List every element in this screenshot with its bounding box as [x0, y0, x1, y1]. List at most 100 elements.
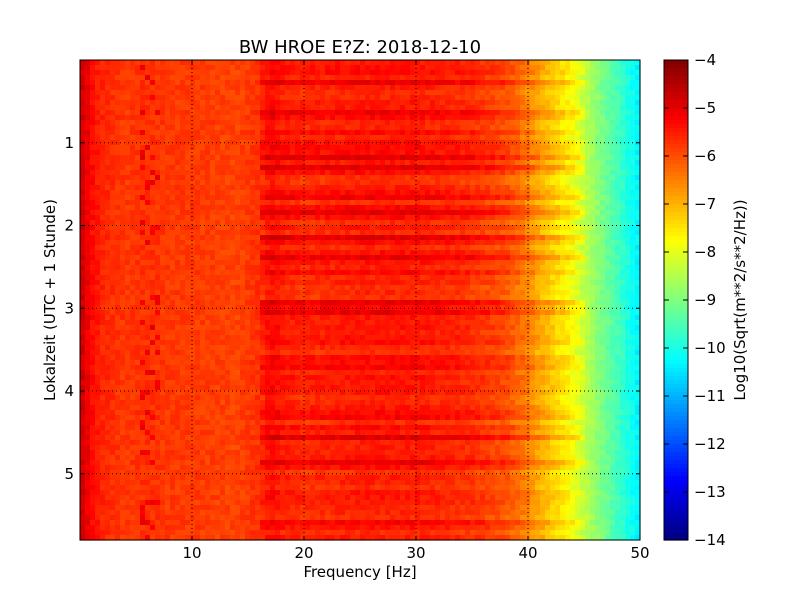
heatmap-cell: [545, 145, 551, 151]
heatmap-cell: [635, 105, 641, 111]
heatmap-cell: [540, 150, 546, 156]
heatmap-cell: [165, 225, 171, 231]
heatmap-cell: [125, 225, 131, 231]
heatmap-cell: [280, 115, 286, 121]
heatmap-cell: [405, 265, 411, 271]
heatmap-cell: [255, 275, 261, 281]
heatmap-cell: [625, 180, 631, 186]
heatmap-cell: [110, 60, 116, 66]
heatmap-cell: [385, 60, 391, 66]
heatmap-cell: [160, 190, 166, 196]
heatmap-cell: [140, 70, 146, 76]
heatmap-cell: [630, 200, 636, 206]
heatmap-cell: [245, 270, 251, 276]
heatmap-cell: [105, 200, 111, 206]
heatmap-cell: [400, 180, 406, 186]
heatmap-cell: [520, 85, 526, 91]
heatmap-cell: [345, 120, 351, 126]
heatmap-cell: [370, 250, 376, 256]
heatmap-cell: [590, 80, 596, 86]
heatmap-cell: [130, 240, 136, 246]
heatmap-cell: [565, 60, 571, 66]
heatmap-cell: [460, 245, 466, 251]
heatmap-cell: [600, 160, 606, 166]
heatmap-cell: [590, 220, 596, 226]
heatmap-cell: [610, 195, 616, 201]
heatmap-cell: [450, 240, 456, 246]
heatmap-cell: [155, 240, 161, 246]
heatmap-cell: [185, 200, 191, 206]
heatmap-cell: [620, 120, 626, 126]
heatmap-cell: [205, 150, 211, 156]
heatmap-cell: [460, 95, 466, 101]
heatmap-cell: [395, 215, 401, 221]
heatmap-cell: [540, 195, 546, 201]
heatmap-cell: [200, 230, 206, 236]
heatmap-cell: [225, 95, 231, 101]
heatmap-row: [80, 265, 641, 271]
heatmap-cell: [470, 185, 476, 191]
heatmap-cell: [320, 70, 326, 76]
heatmap-cell: [305, 150, 311, 156]
heatmap-cell: [240, 125, 246, 131]
heatmap-cell: [80, 75, 86, 81]
heatmap-row: [80, 270, 641, 276]
heatmap-cell: [265, 150, 271, 156]
heatmap-cell: [390, 115, 396, 121]
heatmap-cell: [145, 220, 151, 226]
heatmap-cell: [440, 210, 446, 216]
heatmap-cell: [580, 165, 586, 171]
heatmap-cell: [625, 145, 631, 151]
heatmap-cell: [300, 230, 306, 236]
heatmap-cell: [345, 250, 351, 256]
heatmap-cell: [290, 215, 296, 221]
heatmap-cell: [545, 85, 551, 91]
heatmap-cell: [455, 175, 461, 181]
heatmap-cell: [295, 225, 301, 231]
heatmap-cell: [435, 190, 441, 196]
heatmap-cell: [185, 120, 191, 126]
heatmap-cell: [495, 165, 501, 171]
heatmap-cell: [230, 235, 236, 241]
heatmap-cell: [355, 70, 361, 76]
heatmap-cell: [160, 200, 166, 206]
heatmap-cell: [125, 220, 131, 226]
heatmap-cell: [295, 135, 301, 141]
heatmap-cell: [135, 210, 141, 216]
heatmap-cell: [90, 180, 96, 186]
heatmap-cell: [450, 120, 456, 126]
heatmap-row: [80, 135, 641, 141]
heatmap-cell: [290, 160, 296, 166]
heatmap-cell: [295, 155, 301, 161]
heatmap-cell: [420, 180, 426, 186]
heatmap-cell: [500, 185, 506, 191]
heatmap-cell: [515, 135, 521, 141]
heatmap-cell: [125, 135, 131, 141]
heatmap-cell: [185, 125, 191, 131]
heatmap-cell: [585, 220, 591, 226]
heatmap-cell: [165, 75, 171, 81]
heatmap-cell: [425, 260, 431, 266]
heatmap-cell: [200, 240, 206, 246]
heatmap-cell: [90, 185, 96, 191]
heatmap-cell: [245, 80, 251, 86]
heatmap-cell: [585, 140, 591, 146]
heatmap-cell: [160, 240, 166, 246]
heatmap-cell: [480, 150, 486, 156]
heatmap-cell: [140, 220, 146, 226]
heatmap-cell: [475, 235, 481, 241]
heatmap-cell: [410, 120, 416, 126]
heatmap-cell: [165, 275, 171, 281]
heatmap-cell: [200, 190, 206, 196]
heatmap-cell: [120, 150, 126, 156]
heatmap-cell: [435, 170, 441, 176]
heatmap-cell: [260, 60, 266, 66]
heatmap-cell: [235, 205, 241, 211]
heatmap-cell: [335, 135, 341, 141]
heatmap-cell: [240, 105, 246, 111]
heatmap-cell: [155, 165, 161, 171]
heatmap-cell: [345, 165, 351, 171]
heatmap-cell: [400, 175, 406, 181]
heatmap-cell: [140, 170, 146, 176]
heatmap-cell: [485, 200, 491, 206]
